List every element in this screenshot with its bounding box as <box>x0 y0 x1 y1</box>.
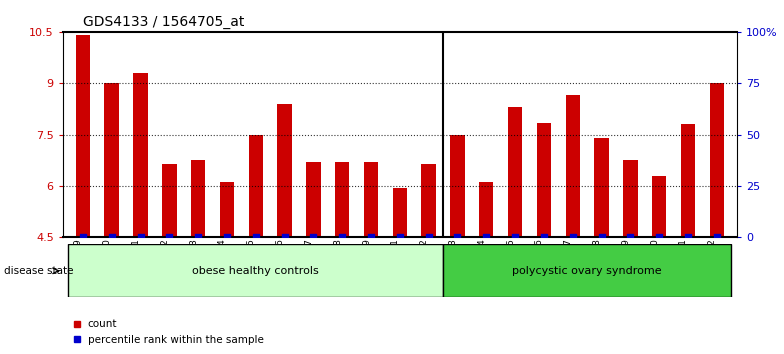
Bar <box>249 135 263 237</box>
Point <box>192 234 205 240</box>
Point <box>653 234 666 240</box>
Bar <box>162 164 176 237</box>
Legend: count, percentile rank within the sample: count, percentile rank within the sample <box>68 315 268 349</box>
Point <box>77 234 89 240</box>
Point <box>105 234 118 240</box>
Point <box>538 234 550 240</box>
Point <box>134 234 147 240</box>
Bar <box>220 182 234 237</box>
Text: polycystic ovary syndrome: polycystic ovary syndrome <box>512 266 662 276</box>
Point <box>710 234 723 240</box>
Point <box>278 234 291 240</box>
Bar <box>594 138 608 237</box>
Point <box>423 234 435 240</box>
Point <box>394 234 406 240</box>
Text: GDS4133 / 1564705_at: GDS4133 / 1564705_at <box>83 16 245 29</box>
Point <box>307 234 320 240</box>
Bar <box>76 35 90 237</box>
Bar <box>710 83 724 237</box>
Bar <box>68 244 443 297</box>
Bar <box>335 162 350 237</box>
Bar <box>364 162 378 237</box>
Point <box>595 234 608 240</box>
Bar <box>681 124 695 237</box>
Bar <box>393 188 407 237</box>
Point <box>682 234 695 240</box>
Bar <box>104 83 119 237</box>
Bar <box>443 244 731 297</box>
Point <box>480 234 492 240</box>
Bar <box>191 160 205 237</box>
Bar <box>508 107 522 237</box>
Text: obese healthy controls: obese healthy controls <box>192 266 319 276</box>
Bar <box>537 122 551 237</box>
Bar <box>422 164 436 237</box>
Point <box>509 234 521 240</box>
Text: disease state: disease state <box>4 266 74 276</box>
Bar <box>652 176 666 237</box>
Bar <box>450 135 465 237</box>
Point <box>567 234 579 240</box>
Point <box>249 234 262 240</box>
Bar <box>623 160 637 237</box>
Point <box>163 234 176 240</box>
Point <box>365 234 377 240</box>
Bar <box>278 104 292 237</box>
Point <box>624 234 637 240</box>
Bar <box>565 95 580 237</box>
Bar <box>479 182 493 237</box>
Point <box>220 234 233 240</box>
Point <box>452 234 464 240</box>
Point <box>336 234 348 240</box>
Bar <box>133 73 147 237</box>
Bar <box>307 162 321 237</box>
